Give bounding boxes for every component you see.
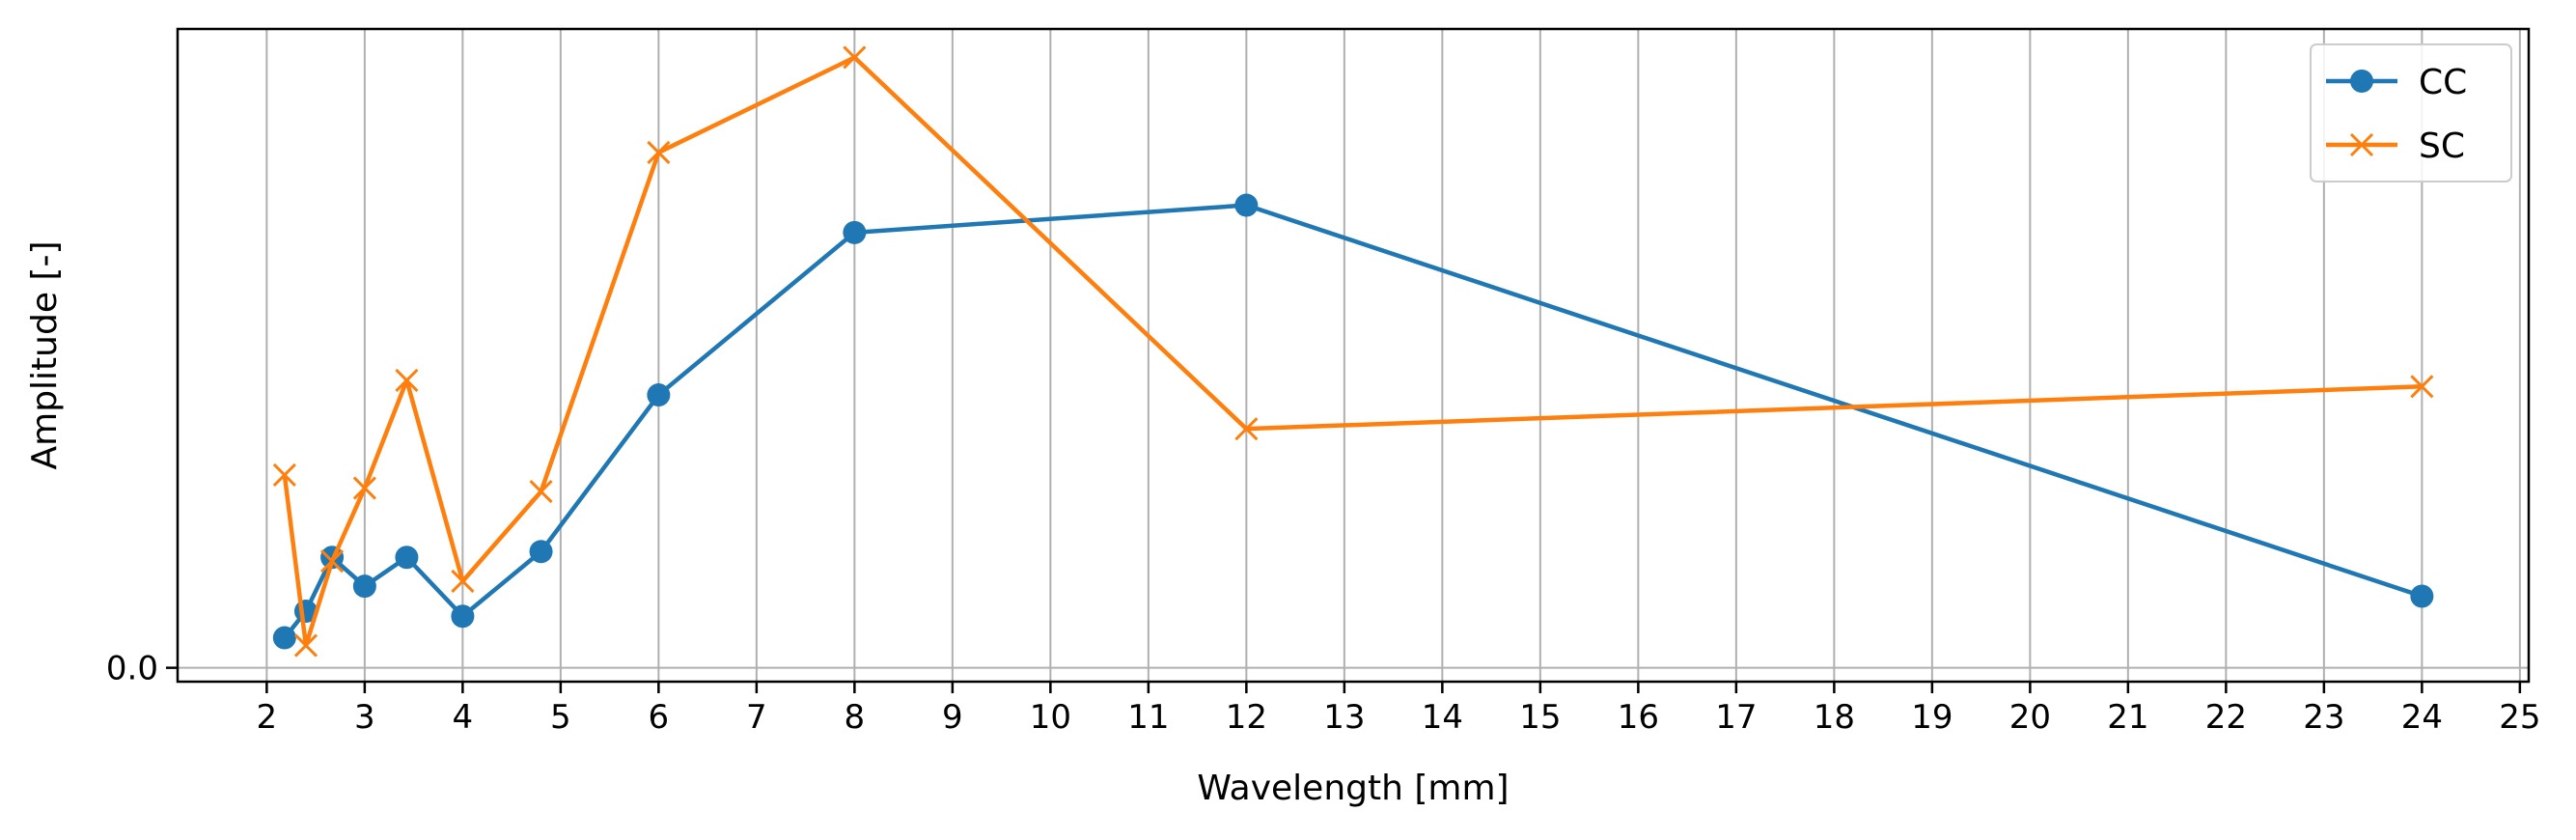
data-point-cc [843,220,867,244]
x-tick-label: 10 [1030,698,1071,737]
data-point-cc [395,546,419,570]
x-tick-label: 2 [257,698,278,737]
x-tick-label: 24 [2401,698,2443,737]
x-tick-label: 19 [1911,698,1953,737]
x-tick-label: 5 [550,698,571,737]
data-point-sc [272,462,296,488]
legend: CC SC [2310,43,2512,182]
data-point-sc [293,633,319,658]
data-point-sc [1234,417,1259,441]
x-tick-label: 4 [453,698,474,737]
x-tick-label: 12 [1226,698,1267,737]
x-tick-label: 6 [649,698,670,737]
data-point-sc [352,476,376,500]
x-tick-label: 14 [1422,698,1463,737]
x-tick-label: 25 [2499,698,2540,737]
data-point-cc [647,383,671,407]
x-tick-label: 20 [2009,698,2051,737]
x-tick-label: 3 [354,698,375,737]
x-tick-label: 15 [1519,698,1561,737]
legend-label-sc: SC [2419,126,2465,166]
x-tick-label: 11 [1127,698,1169,737]
x-tick-label: 8 [845,698,866,737]
x-tick-label: 21 [2107,698,2148,737]
data-point-cc [1234,193,1259,217]
legend-label-cc: CC [2419,63,2467,102]
y-tick-label: 0.0 [106,650,158,688]
grid-lines [178,29,2529,682]
x-tick-label: 13 [1323,698,1365,737]
data-point-sc [647,140,671,165]
data-point-cc [352,574,376,599]
legend-marker-cc [2350,70,2373,93]
x-tick-label: 16 [1618,698,1659,737]
data-point-sc [395,368,419,392]
x-axis-label: Wavelength [mm] [1197,769,1509,808]
series-layer [272,45,2434,658]
data-point-sc [529,480,553,504]
x-tick-label: 7 [746,698,767,737]
x-tick-label: 18 [1814,698,1855,737]
legend-marker-sc [2349,132,2374,157]
plot-frame [176,27,2531,684]
legend-box [2310,43,2512,182]
data-point-sc [2410,375,2434,399]
data-point-sc [320,549,345,574]
data-point-cc [451,604,475,629]
x-tick-label: 9 [942,698,963,737]
axis-ticks: 2 3 4 5 6 7 8 9 10 11 12 13 14 15 16 17 18 19 20 21 22 23 24 25… [106,650,2541,737]
data-point-sc [451,569,475,594]
series-sc [272,45,2434,658]
data-point-cc [529,540,553,564]
data-point-sc [843,45,867,70]
x-tick-label: 17 [1715,698,1757,737]
legend-entry-sc: SC [2326,126,2465,166]
legend-entry-cc: CC [2326,63,2467,102]
data-point-cc [272,626,296,650]
data-point-cc [2410,584,2434,608]
y-axis-label: Amplitude [-] [25,240,65,469]
x-tick-label: 23 [2303,698,2344,737]
x-tick-label: 22 [2205,698,2247,737]
